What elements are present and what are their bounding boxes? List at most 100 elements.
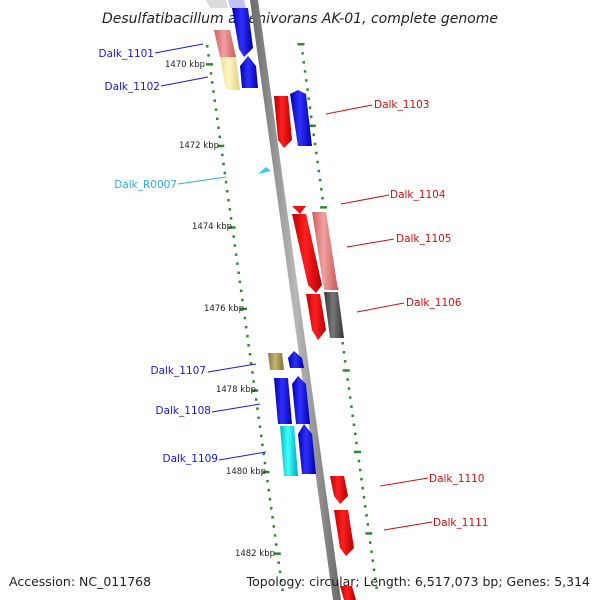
tick-minor bbox=[355, 441, 358, 445]
tick-minor bbox=[209, 72, 213, 75]
tick-minor bbox=[241, 298, 244, 302]
gene-dalk-1109-arrow[interactable] bbox=[298, 424, 316, 474]
tick-minor bbox=[229, 217, 233, 220]
tick-minor bbox=[360, 477, 363, 481]
tick-minor bbox=[214, 108, 218, 111]
tick-minor bbox=[369, 541, 372, 544]
gene-label-dalk-1105[interactable]: Dalk_1105 bbox=[396, 233, 452, 245]
gene-dalk-1103-b[interactable] bbox=[290, 90, 312, 146]
tick-minor bbox=[267, 488, 270, 492]
tick-minor bbox=[321, 197, 324, 200]
gene-label-dalk-1107[interactable]: Dalk_1107 bbox=[151, 365, 207, 377]
gene-dalk-1111[interactable] bbox=[334, 510, 354, 556]
tick-minor bbox=[362, 496, 366, 499]
tick-minor bbox=[370, 550, 373, 553]
gene-dalk-1101-arrow[interactable] bbox=[232, 8, 253, 57]
tick-major bbox=[228, 226, 236, 229]
tick-marks bbox=[206, 43, 378, 592]
gene-label-dalk-1101[interactable]: Dalk_1101 bbox=[99, 48, 155, 60]
tick-label: 1474 kbp bbox=[192, 222, 232, 232]
gene-dalk-1107-arrow[interactable] bbox=[288, 351, 304, 368]
tick-minor bbox=[305, 79, 308, 82]
tick-minor bbox=[244, 325, 248, 329]
gene-label-dalk-1109[interactable]: Dalk_1109 bbox=[163, 453, 219, 465]
tick-minor bbox=[257, 416, 260, 419]
tick-minor bbox=[365, 514, 368, 517]
gene-label-dalk-1111[interactable]: Dalk_1111 bbox=[433, 517, 489, 529]
leader-line-dalk-1103 bbox=[325, 104, 373, 115]
gene-partial-top-2[interactable] bbox=[228, 0, 246, 8]
gene-partial-bottom[interactable] bbox=[340, 586, 356, 600]
gene-label-dalk-1110[interactable]: Dalk_1110 bbox=[429, 473, 485, 485]
gene-label-dalk-1108[interactable]: Dalk_1108 bbox=[156, 405, 212, 417]
leader-line-dalk-r0007 bbox=[177, 176, 227, 185]
leader-line-dalk-1109 bbox=[218, 451, 267, 461]
topology-text: Topology: circular; Length: 6,517,073 bp… bbox=[246, 574, 590, 589]
gene-dalk-1110[interactable] bbox=[330, 476, 348, 504]
gene-dalk-1108-a[interactable] bbox=[274, 378, 292, 424]
tick-minor bbox=[371, 559, 374, 562]
tick-label: 1480 kbp bbox=[226, 467, 266, 477]
tick-minor bbox=[350, 405, 353, 408]
gene-dalk-1104[interactable] bbox=[292, 206, 306, 214]
gene-label-dalk-1106[interactable]: Dalk_1106 bbox=[406, 297, 462, 309]
gene-partial-top[interactable] bbox=[206, 0, 228, 8]
tick-minor bbox=[302, 61, 305, 64]
tick-minor bbox=[342, 351, 346, 354]
tick-minor bbox=[248, 353, 252, 356]
tick-minor bbox=[352, 423, 356, 426]
gene-label-dalk-1103[interactable]: Dalk_1103 bbox=[374, 99, 430, 111]
gene-label-dalk-1104[interactable]: Dalk_1104 bbox=[390, 189, 446, 201]
gene-dalk-1105-b[interactable] bbox=[312, 212, 338, 290]
tick-minor bbox=[306, 88, 309, 91]
tick-minor bbox=[275, 543, 278, 546]
tick-major bbox=[239, 307, 247, 311]
gene-dalk-1106-a[interactable] bbox=[306, 294, 326, 340]
tick-minor bbox=[266, 479, 269, 483]
tick-major bbox=[217, 144, 225, 148]
tick-minor bbox=[303, 70, 307, 73]
gene-dalk-1106-b[interactable] bbox=[324, 292, 344, 338]
tick-minor bbox=[232, 235, 235, 238]
tick-minor bbox=[260, 434, 263, 438]
tick-minor bbox=[263, 461, 267, 465]
gene-dalk-1101-block[interactable] bbox=[214, 30, 236, 57]
tick-minor bbox=[218, 135, 221, 139]
gene-dalk-1108-b[interactable] bbox=[292, 376, 310, 424]
leader-line-dalk-1107 bbox=[207, 363, 257, 373]
leader-line-dalk-1106 bbox=[356, 302, 405, 313]
tick-minor bbox=[233, 244, 237, 247]
leader-line-dalk-1102 bbox=[160, 76, 209, 87]
leader-line-dalk-1104 bbox=[340, 194, 390, 205]
tick-minor bbox=[346, 378, 349, 381]
gene-dalk-r0007[interactable] bbox=[258, 167, 271, 174]
tick-minor bbox=[375, 586, 378, 590]
tick-minor bbox=[277, 561, 280, 564]
gene-label-dalk-1102[interactable]: Dalk_1102 bbox=[105, 81, 161, 93]
gene-dalk-1102-block[interactable] bbox=[220, 57, 240, 90]
tick-minor bbox=[221, 153, 224, 157]
tick-label: 1476 kbp bbox=[204, 304, 244, 314]
tick-minor bbox=[213, 99, 216, 102]
gene-dalk-1107-block[interactable] bbox=[268, 353, 284, 370]
tick-minor bbox=[227, 199, 230, 202]
tick-minor bbox=[354, 432, 357, 436]
tick-minor bbox=[268, 498, 272, 501]
gene-label-dalk-r0007[interactable]: Dalk_R0007 bbox=[114, 179, 177, 191]
gene-dalk-1105-a[interactable] bbox=[292, 214, 322, 293]
tick-minor bbox=[228, 208, 232, 211]
tick-minor bbox=[348, 396, 352, 399]
gene-dalk-1102-arrow[interactable] bbox=[240, 56, 258, 88]
tick-minor bbox=[249, 362, 253, 365]
tick-major bbox=[273, 552, 281, 555]
gene-dalk-1109-block[interactable] bbox=[280, 426, 298, 476]
tick-major bbox=[297, 43, 305, 46]
tick-minor bbox=[310, 115, 313, 118]
leader-line-dalk-1105 bbox=[346, 238, 395, 248]
tick-label: 1472 kbp bbox=[179, 141, 219, 151]
tick-minor bbox=[366, 523, 369, 526]
map-title: Desulfatibacillum alkenivorans AK-01, co… bbox=[102, 11, 498, 27]
tick-minor bbox=[207, 54, 210, 57]
gene-dalk-1103-a[interactable] bbox=[274, 96, 292, 148]
